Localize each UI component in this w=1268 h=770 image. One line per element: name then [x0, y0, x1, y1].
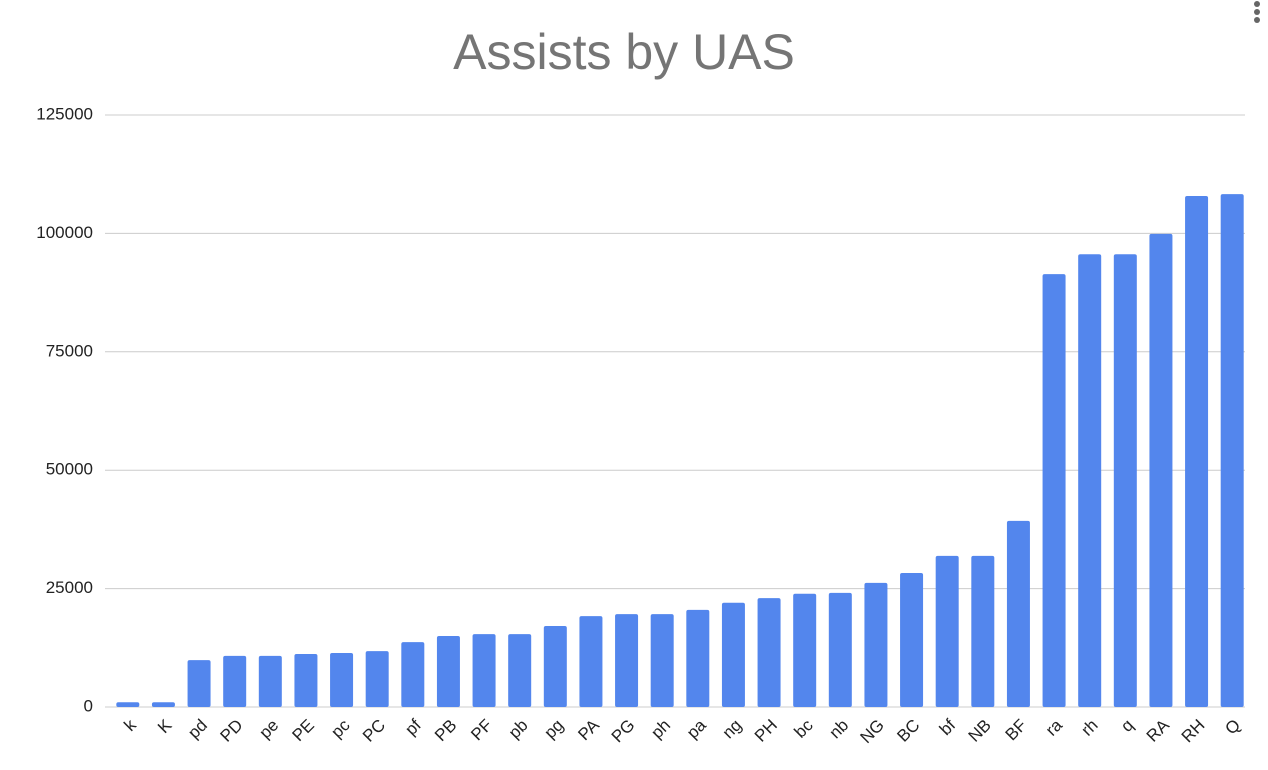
bar	[508, 634, 532, 707]
x-tick-label: nb	[825, 716, 852, 743]
x-tick-label: RA	[1143, 715, 1174, 746]
x-tick-label: bc	[791, 715, 817, 741]
bar	[1220, 194, 1244, 708]
menu-icon[interactable]	[1254, 1, 1260, 23]
bar	[1185, 195, 1209, 707]
y-tick-label: 25000	[46, 578, 93, 597]
x-tick-label: Q	[1221, 716, 1244, 739]
x-tick-label: pa	[683, 715, 710, 742]
x-tick-label: K	[154, 715, 176, 737]
bar	[1078, 254, 1102, 707]
bar	[223, 655, 247, 707]
x-tick-label: ph	[647, 716, 674, 743]
bar	[1149, 233, 1173, 707]
bar	[116, 702, 140, 707]
x-tick-label: ng	[719, 716, 746, 743]
x-tick-label: q	[1117, 716, 1137, 736]
bar	[935, 555, 959, 707]
bar	[828, 592, 852, 707]
x-tick-label: bf	[936, 715, 960, 739]
bar	[864, 582, 888, 707]
y-tick-label: 75000	[46, 341, 93, 360]
y-tick-label: 50000	[46, 460, 93, 479]
y-tick-label: 0	[84, 696, 93, 715]
bar	[1113, 254, 1137, 707]
x-tick-label: BF	[1002, 716, 1031, 745]
bar	[472, 634, 496, 707]
bar	[757, 598, 781, 707]
x-tick-label: k	[120, 715, 140, 735]
bar	[365, 651, 389, 707]
x-tick-label: RH	[1178, 716, 1209, 747]
x-tick-label: PA	[574, 715, 603, 744]
y-tick-label: 100000	[36, 223, 93, 242]
x-tick-label: pe	[255, 716, 282, 743]
x-tick-label: PD	[217, 716, 247, 746]
x-tick-label: ra	[1042, 715, 1067, 740]
bar	[900, 572, 924, 707]
bar	[1042, 274, 1066, 707]
chart-title: Assists by UAS	[453, 24, 795, 80]
bar	[615, 614, 639, 707]
bar	[330, 653, 354, 707]
bar	[543, 626, 567, 707]
x-tick-label: PB	[431, 716, 460, 745]
x-tick-label: BC	[893, 716, 923, 746]
bar	[401, 642, 425, 707]
bar	[294, 653, 318, 707]
bar	[686, 609, 710, 707]
bar	[650, 614, 674, 707]
bar	[793, 593, 817, 707]
x-tick-label: PC	[359, 716, 389, 746]
x-tick-label: NG	[856, 716, 887, 747]
x-tick-label: pd	[184, 716, 211, 743]
x-tick-label: pg	[540, 716, 567, 743]
bar	[1006, 520, 1030, 707]
x-tick-label: NB	[965, 716, 995, 746]
bar	[151, 702, 175, 707]
x-tick-label: PE	[288, 716, 317, 745]
x-tick-label: PF	[467, 716, 496, 745]
bar	[579, 616, 603, 707]
bar	[258, 655, 282, 707]
x-tick-label: pc	[327, 715, 353, 741]
bar	[971, 555, 995, 707]
x-tick-label: pb	[505, 716, 532, 743]
bar	[721, 602, 745, 707]
x-tick-label: PG	[608, 716, 639, 747]
x-tick-label: PH	[751, 716, 781, 746]
bar	[187, 660, 211, 707]
bar	[436, 635, 460, 707]
x-tick-label: pf	[401, 715, 425, 739]
x-tick-label: rh	[1078, 716, 1102, 740]
y-tick-label: 125000	[36, 104, 93, 123]
